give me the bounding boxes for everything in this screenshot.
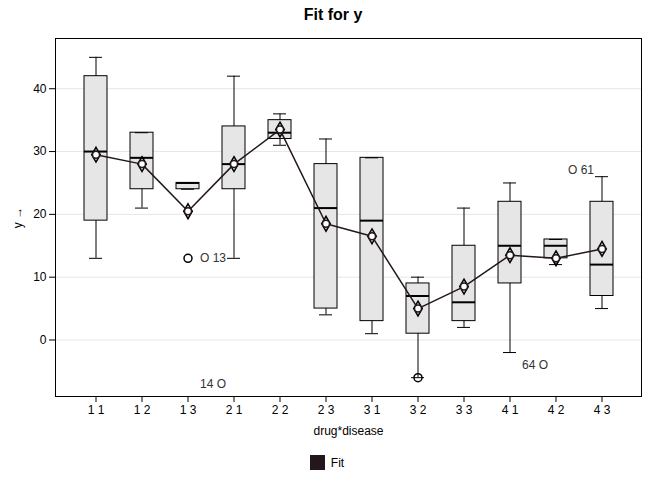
- html-text:Fit: Fit: [330, 455, 345, 470]
- html-text:Fit for y: Fit for y: [303, 6, 363, 23]
- svg-text:64 O: 64 O: [522, 358, 548, 372]
- svg-text:30: 30: [33, 144, 47, 158]
- svg-text:2 2: 2 2: [272, 403, 289, 417]
- svg-text:4 2: 4 2: [548, 403, 565, 417]
- svg-text:14 O: 14 O: [200, 377, 226, 391]
- svg-text:40: 40: [33, 82, 47, 96]
- svg-text:3 3: 3 3: [456, 403, 473, 417]
- svg-text:1 2: 1 2: [134, 403, 151, 417]
- svg-text:y →: y →: [11, 207, 25, 228]
- svg-text:3 1: 3 1: [364, 403, 381, 417]
- svg-text:drug*disease: drug*disease: [313, 424, 383, 438]
- svg-text:1 1: 1 1: [88, 403, 105, 417]
- svg-text:4 3: 4 3: [594, 403, 611, 417]
- svg-text:O 13: O 13: [200, 251, 226, 265]
- svg-text:2 1: 2 1: [226, 403, 243, 417]
- svg-text:2 3: 2 3: [318, 403, 335, 417]
- svg-text:O 61: O 61: [568, 163, 594, 177]
- svg-text:0: 0: [40, 333, 47, 347]
- svg-text:10: 10: [33, 270, 47, 284]
- svg-text:4 1: 4 1: [502, 403, 519, 417]
- svg-text:3 2: 3 2: [410, 403, 427, 417]
- svg-text:1 3: 1 3: [180, 403, 197, 417]
- svg-text:20: 20: [33, 207, 47, 221]
